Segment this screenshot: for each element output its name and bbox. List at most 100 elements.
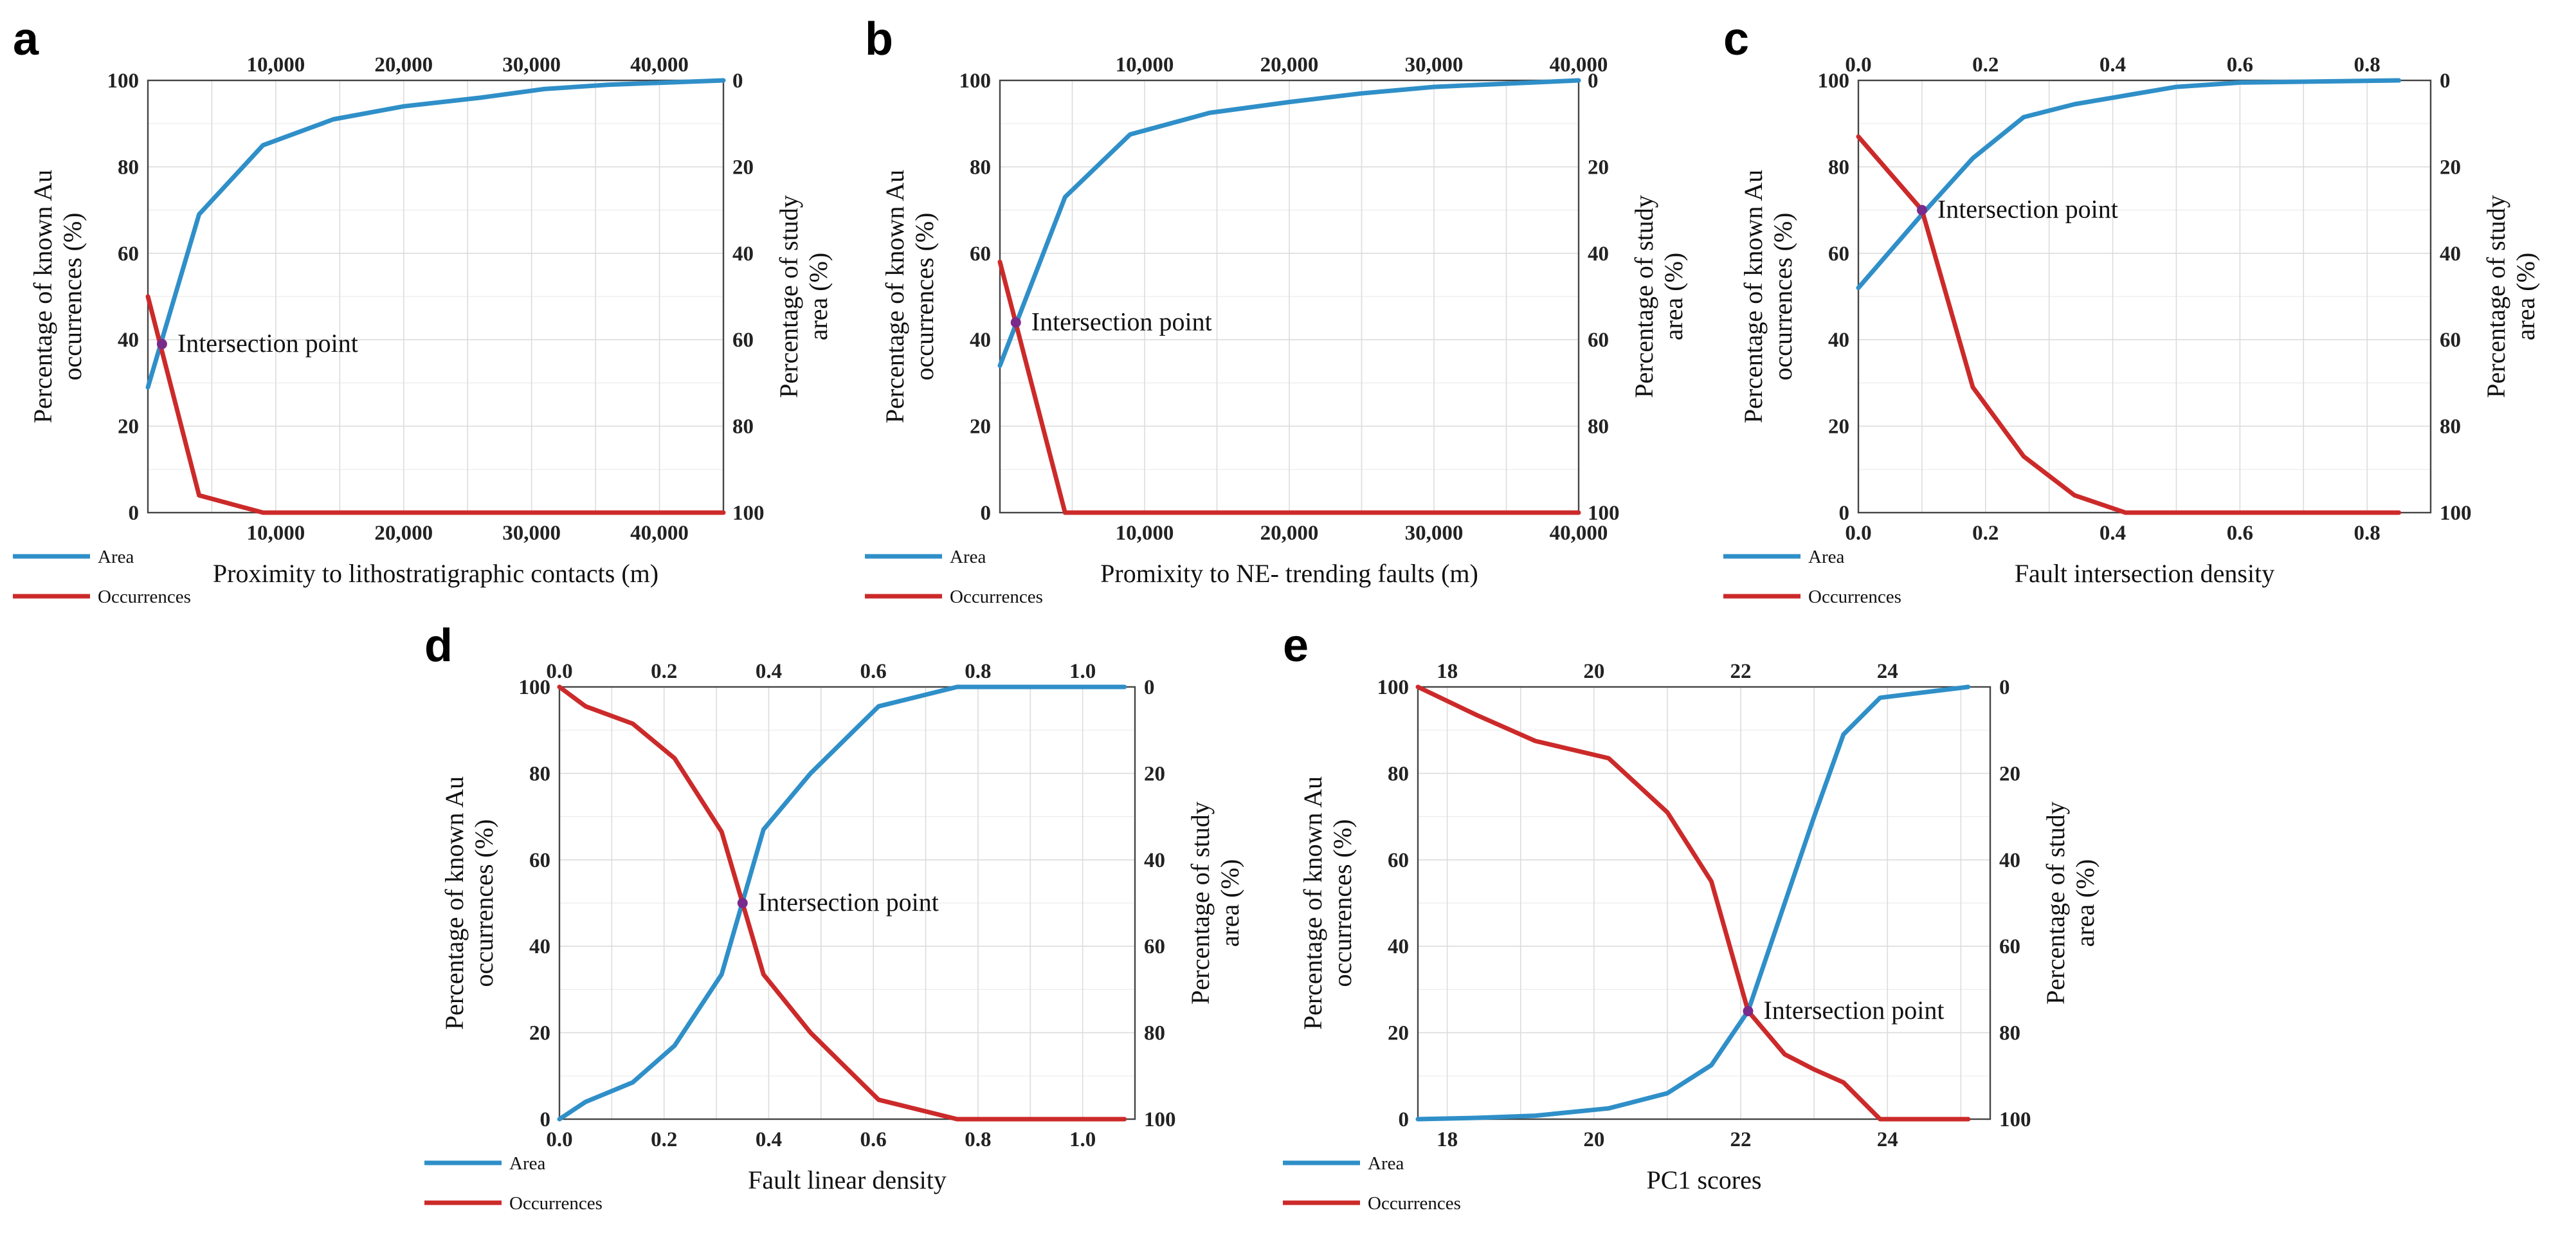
intersection-label: Intersection point (1937, 195, 2118, 224)
legend-label-area: Area (509, 1153, 545, 1174)
y-left-tick-label: 40 (1828, 329, 1849, 352)
y-right-tick-label: 40 (732, 242, 754, 266)
y-right-tick-label: 100 (2440, 502, 2472, 525)
legend-label-occurrences: Occurrences (1808, 587, 1901, 607)
x-tick-label: 0.0 (1845, 522, 1871, 545)
top-tick-label: 10,000 (247, 53, 305, 77)
top-tick-label: 30,000 (502, 53, 561, 77)
y-right-tick-label: 40 (1144, 849, 1165, 872)
y-right-axis-label: Percentage of study (1186, 801, 1215, 1004)
top-tick-label: 24 (1877, 660, 1898, 683)
x-axis-label: Promixity to NE- trending faults (m) (1100, 559, 1478, 588)
gridlines (1418, 686, 1990, 1120)
x-tick-label: 0.2 (651, 1128, 677, 1151)
y-left-tick-label: 0 (1839, 502, 1850, 525)
series-line-occurrences (997, 259, 1581, 515)
x-tick-label: 22 (1730, 1128, 1752, 1151)
panel-b: b 10,000 20,000 30,000 40,000 10,000 20,000 30,… (865, 14, 1688, 607)
y-right-tick-label: 100 (1144, 1108, 1176, 1131)
x-axis-label: Proximity to lithostratigraphic contacts… (213, 559, 658, 588)
y-left-tick-label: 60 (970, 242, 991, 266)
y-right-tick-label: 20 (2440, 156, 2461, 179)
top-tick-label: 0.0 (1845, 53, 1871, 77)
y-right-tick-label: 80 (1144, 1022, 1165, 1045)
top-tick-label: 10,000 (1116, 53, 1174, 77)
y-left-tick-label: 0 (540, 1108, 551, 1131)
y-left-axis-label: occurrences (%) (1768, 213, 1797, 381)
y-left-tick-label: 60 (118, 242, 139, 266)
series-line-area (997, 78, 1581, 368)
top-tick-label: 0.6 (860, 660, 887, 683)
top-tick-label: 0.6 (2227, 53, 2253, 77)
series-line-area (1415, 684, 1971, 1122)
top-tick-label: 20,000 (1260, 53, 1319, 77)
y-right-tick-label: 60 (732, 329, 754, 352)
y-left-tick-label: 100 (959, 69, 992, 93)
x-axis-label: PC1 scores (1647, 1165, 1762, 1194)
y-left-tick-label: 100 (1818, 69, 1850, 93)
top-tick-label: 22 (1730, 660, 1752, 683)
y-left-tick-label: 20 (1388, 1022, 1409, 1045)
intersection-label: Intersection point (177, 329, 358, 358)
top-tick-label: 0.0 (546, 660, 572, 683)
x-axis-label: Fault intersection density (2015, 559, 2274, 588)
intersection-marker (1916, 205, 1927, 215)
y-left-tick-label: 80 (970, 156, 991, 179)
y-right-axis-label: area (%) (1215, 859, 1244, 947)
y-left-tick-label: 60 (529, 849, 550, 872)
y-right-tick-label: 60 (2440, 329, 2461, 352)
series-line-occurrences (1856, 134, 2402, 515)
y-right-tick-label: 40 (2440, 242, 2461, 266)
series-line-occurrences (145, 294, 726, 515)
x-tick-label: 40,000 (630, 522, 689, 545)
x-tick-label: 40,000 (1550, 522, 1608, 545)
top-tick-label: 0.4 (756, 660, 782, 683)
y-right-axis-label: Percentage of study (1629, 195, 1658, 397)
y-right-tick-label: 40 (1588, 242, 1609, 266)
panel-a: a 10,000 20,000 30,000 40,000 10,000 20,000 30,… (13, 14, 833, 607)
intersection-label: Intersection point (1031, 307, 1212, 336)
plot-frame (558, 686, 1136, 1120)
top-tick-label: 0.8 (2354, 53, 2380, 77)
panel-letter: d (424, 620, 453, 671)
y-right-tick-label: 20 (1588, 156, 1609, 179)
x-tick-label: 10,000 (1116, 522, 1174, 545)
y-left-axis-label: occurrences (%) (469, 819, 498, 987)
y-left-axis-label: Percentage of known Au (880, 170, 909, 423)
y-right-tick-label: 80 (1588, 416, 1609, 439)
x-tick-label: 20,000 (374, 522, 433, 545)
series-line-area (145, 78, 726, 390)
y-left-tick-label: 0 (1399, 1108, 1410, 1131)
plot-frame (1417, 686, 1991, 1120)
y-right-axis-label: area (%) (2511, 253, 2540, 341)
panel-letter: c (1723, 14, 1749, 65)
series-line-area (1856, 78, 2402, 291)
top-tick-label: 0.2 (651, 660, 677, 683)
y-left-tick-label: 20 (118, 416, 139, 439)
y-right-axis-label: Percentage of study (2041, 801, 2070, 1004)
top-tick-label: 18 (1437, 660, 1458, 683)
x-tick-label: 0.8 (965, 1128, 991, 1151)
y-left-tick-label: 20 (1828, 416, 1849, 439)
y-left-axis-label: occurrences (%) (1328, 819, 1357, 987)
x-tick-label: 0.4 (756, 1128, 782, 1151)
y-right-tick-label: 60 (1999, 935, 2020, 958)
top-tick-label: 20 (1583, 660, 1604, 683)
y-left-tick-label: 60 (1828, 242, 1849, 266)
x-tick-label: 20 (1583, 1128, 1604, 1151)
y-right-tick-label: 20 (732, 156, 754, 179)
y-right-axis-label: area (%) (2071, 859, 2100, 947)
intersection-label: Intersection point (1763, 996, 1944, 1025)
legend-label-occurrences: Occurrences (509, 1193, 603, 1214)
y-right-tick-label: 60 (1144, 935, 1165, 958)
top-tick-label: 0.2 (1972, 53, 1999, 77)
y-right-tick-label: 20 (1999, 762, 2020, 785)
legend-label-area: Area (950, 547, 986, 567)
y-right-tick-label: 100 (1588, 502, 1620, 525)
top-tick-label: 20,000 (374, 53, 433, 77)
y-left-axis-label: occurrences (%) (910, 213, 939, 381)
y-left-axis-label: Percentage of known Au (1298, 776, 1327, 1030)
x-tick-label: 0.2 (1972, 522, 1999, 545)
legend-label-area: Area (98, 547, 134, 567)
y-left-tick-label: 100 (519, 676, 551, 699)
